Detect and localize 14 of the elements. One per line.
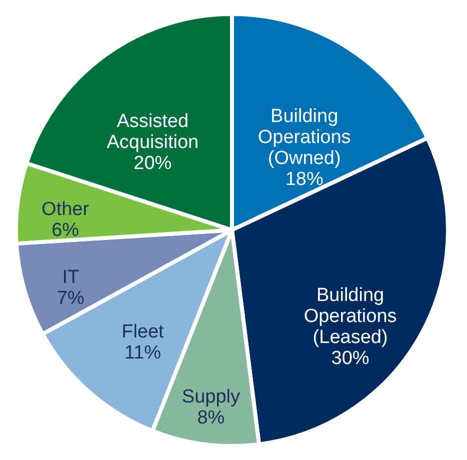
slice-label: Assisted Acquisition xyxy=(106,110,199,153)
data-label: 8% xyxy=(197,408,225,429)
data-label: 11% xyxy=(124,342,162,364)
slice-label: Building Operations (Owned) xyxy=(258,106,351,170)
slice-label: Supply xyxy=(182,386,240,408)
slice-label: Building Operations (Leased) xyxy=(304,285,397,348)
data-label: 20% xyxy=(134,152,172,174)
data-label: 6% xyxy=(52,220,80,241)
data-label: 30% xyxy=(331,348,370,370)
slice-label: IT xyxy=(62,266,80,288)
slice-label: Fleet xyxy=(122,321,165,342)
data-label: 7% xyxy=(56,288,85,309)
slice-label: Other xyxy=(42,198,90,220)
data-label: 18% xyxy=(285,169,324,190)
